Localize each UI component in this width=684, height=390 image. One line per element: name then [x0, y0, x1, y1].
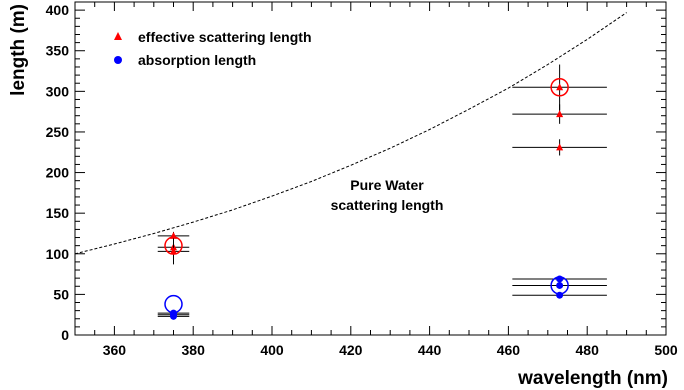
scattering-point — [556, 83, 564, 91]
legend-label-scattering: effective scattering length — [138, 29, 312, 45]
absorption-point — [556, 291, 564, 299]
y-tick-label: 400 — [46, 2, 70, 18]
x-tick-label: 480 — [576, 342, 600, 358]
x-tick-label: 360 — [103, 342, 127, 358]
x-tick-label: 460 — [497, 342, 521, 358]
y-tick-label: 250 — [46, 124, 70, 140]
plot-layer — [74, 12, 627, 320]
x-tick-label: 500 — [654, 342, 678, 358]
x-tick-label: 400 — [260, 342, 284, 358]
x-axis-title: wavelength (nm) — [517, 368, 668, 389]
average-circle — [550, 276, 569, 295]
annotation-line-1: Pure Water — [350, 177, 424, 193]
absorption-point — [170, 312, 177, 320]
y-tick-label: 150 — [46, 205, 70, 221]
y-tick-label: 300 — [46, 83, 70, 99]
legend-label-absorption: absorption length — [138, 52, 256, 68]
average-circle — [550, 78, 569, 97]
pure-water-curve — [74, 12, 627, 255]
x-tick-label: 440 — [418, 342, 442, 358]
legend-circle-marker — [114, 56, 122, 64]
scattering-point — [556, 143, 564, 151]
x-tick-label: 380 — [182, 342, 206, 358]
scattering-point — [556, 110, 564, 118]
y-tick-label: 0 — [61, 327, 69, 343]
absorption-point — [556, 281, 564, 289]
ticks-layer: 360 380 400 420 440 460 480 500 0 50 100 150 200 250 3… — [46, 1, 678, 358]
legend-triangle-marker — [114, 32, 122, 40]
y-tick-label: 200 — [46, 165, 70, 181]
x-tick-label: 420 — [339, 342, 363, 358]
y-axis-title: length (m) — [8, 4, 29, 96]
y-tick-label: 100 — [46, 246, 70, 262]
average-circle — [164, 236, 183, 255]
scattering-point — [170, 247, 177, 255]
y-tick-label: 50 — [53, 286, 69, 302]
average-circle — [164, 294, 183, 314]
y-tick-label: 350 — [46, 43, 70, 59]
annotation-line-2: scattering length — [331, 197, 444, 213]
legend: effective scattering length absorption l… — [114, 29, 312, 68]
